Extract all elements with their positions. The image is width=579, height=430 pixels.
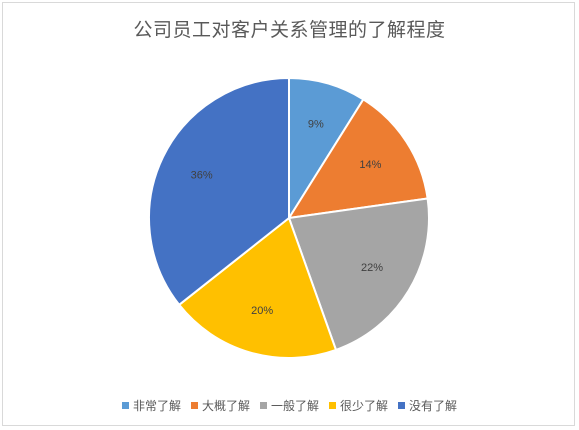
pie-slice-3 [287, 197, 430, 352]
legend-label-2: 大概了解 [201, 399, 250, 413]
pie-slice-label-5: 36% [191, 170, 213, 182]
legend: 非常了解 大概了解 一般了解 很少了解 没有了解 [3, 397, 576, 414]
pie-slice-label-3: 22% [361, 262, 383, 274]
legend-label-4: 很少了解 [340, 399, 389, 413]
legend-swatch-2 [190, 402, 198, 409]
chart-title: 公司员工对客户关系管理的了解程度 [133, 19, 446, 41]
chart-frame: 公司员工对客户关系管理的了解程度 9% 14% 22% 20% 36% 非常了解 大概了解… [2, 2, 575, 426]
legend-label-5: 没有了解 [409, 399, 458, 413]
pie-slice-4 [177, 216, 338, 359]
legend-item-4: 很少了解 [329, 397, 388, 414]
pie-chart: 9% 14% 22% 20% 36% [148, 76, 430, 359]
legend-swatch-3 [259, 402, 267, 409]
legend-item-3: 一般了解 [259, 397, 319, 414]
legend-swatch-1 [121, 402, 129, 409]
legend-swatch-4 [329, 402, 336, 409]
legend-item-5: 没有了解 [398, 397, 457, 414]
legend-label-1: 非常了解 [132, 399, 181, 413]
pie-slice-2 [287, 97, 429, 220]
pie-slice-label-2: 14% [359, 159, 381, 171]
pie-slice-5 [148, 76, 290, 307]
legend-item-1: 非常了解 [121, 397, 181, 414]
legend-label-3: 一般了解 [270, 399, 319, 413]
pie-slice-label-1: 9% [308, 119, 324, 131]
legend-item-2: 大概了解 [190, 397, 250, 414]
legend-swatch-5 [398, 402, 406, 409]
pie-slice-label-4: 20% [251, 305, 273, 317]
